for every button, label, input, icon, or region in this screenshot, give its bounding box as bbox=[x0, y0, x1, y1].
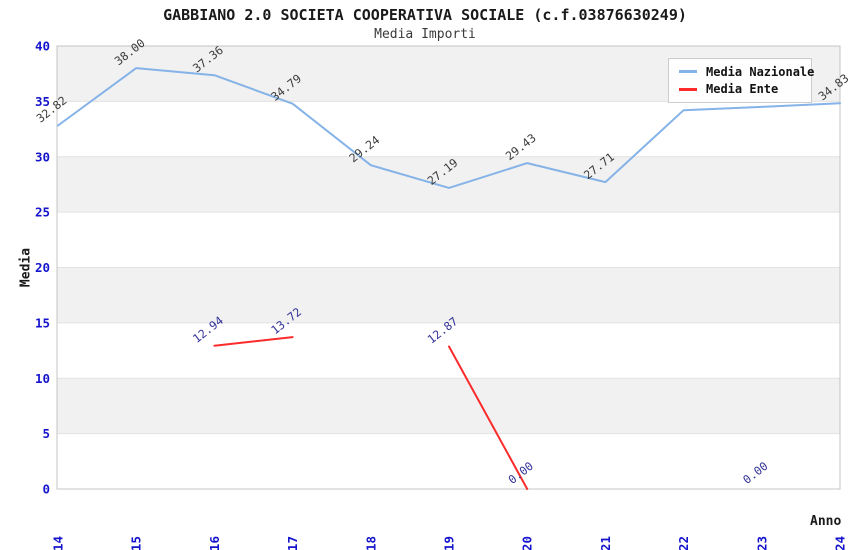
plot-border bbox=[56, 45, 841, 490]
legend: Media Nazionale Media Ente bbox=[668, 58, 815, 103]
y-tick-label: 0 bbox=[42, 482, 50, 497]
y-tick-label: 35 bbox=[35, 94, 50, 109]
y-tick-label: 20 bbox=[35, 260, 50, 275]
x-tick-label: 2020 bbox=[520, 536, 535, 550]
x-tick-label: 2015 bbox=[129, 536, 144, 550]
series-line-media-nazionale bbox=[57, 67, 841, 189]
y-tick-label: 40 bbox=[35, 39, 50, 54]
media-ente-line-swatch-icon bbox=[679, 87, 697, 91]
x-tick-label: 2022 bbox=[676, 536, 691, 550]
grid-band bbox=[57, 267, 840, 323]
grid-band bbox=[57, 378, 840, 434]
x-tick-label: 2019 bbox=[442, 536, 457, 550]
legend-item-media-nazionale: Media Nazionale bbox=[679, 64, 815, 79]
y-tick-label: 15 bbox=[35, 315, 50, 330]
chart-subtitle: Media Importi bbox=[374, 27, 476, 42]
x-tick-label: 2018 bbox=[363, 536, 378, 550]
legend-label: Media Ente bbox=[706, 82, 779, 97]
chart-title: GABBIANO 2.0 SOCIETA COOPERATIVA SOCIALE… bbox=[163, 6, 687, 24]
x-tick-label: 2017 bbox=[285, 536, 300, 550]
x-tick-label: 2024 bbox=[833, 536, 848, 550]
x-axis-title: Anno bbox=[810, 514, 842, 529]
grid-band bbox=[57, 156, 840, 213]
legend-item-media-ente: Media Ente bbox=[679, 82, 811, 96]
y-axis-title: Media bbox=[18, 247, 34, 288]
x-tick-label: 2021 bbox=[598, 536, 613, 550]
y-tick-label: 5 bbox=[42, 426, 50, 441]
y-tick-label: 25 bbox=[35, 205, 50, 220]
media-nazionale-line-swatch-icon bbox=[679, 70, 697, 74]
x-tick-label: 2023 bbox=[754, 536, 769, 550]
y-tick-label: 10 bbox=[35, 371, 50, 386]
legend-label: Media Nazionale bbox=[706, 64, 815, 79]
x-tick-label: 2014 bbox=[51, 536, 66, 550]
y-tick-label: 30 bbox=[35, 149, 50, 164]
x-tick-label: 2016 bbox=[207, 536, 222, 550]
